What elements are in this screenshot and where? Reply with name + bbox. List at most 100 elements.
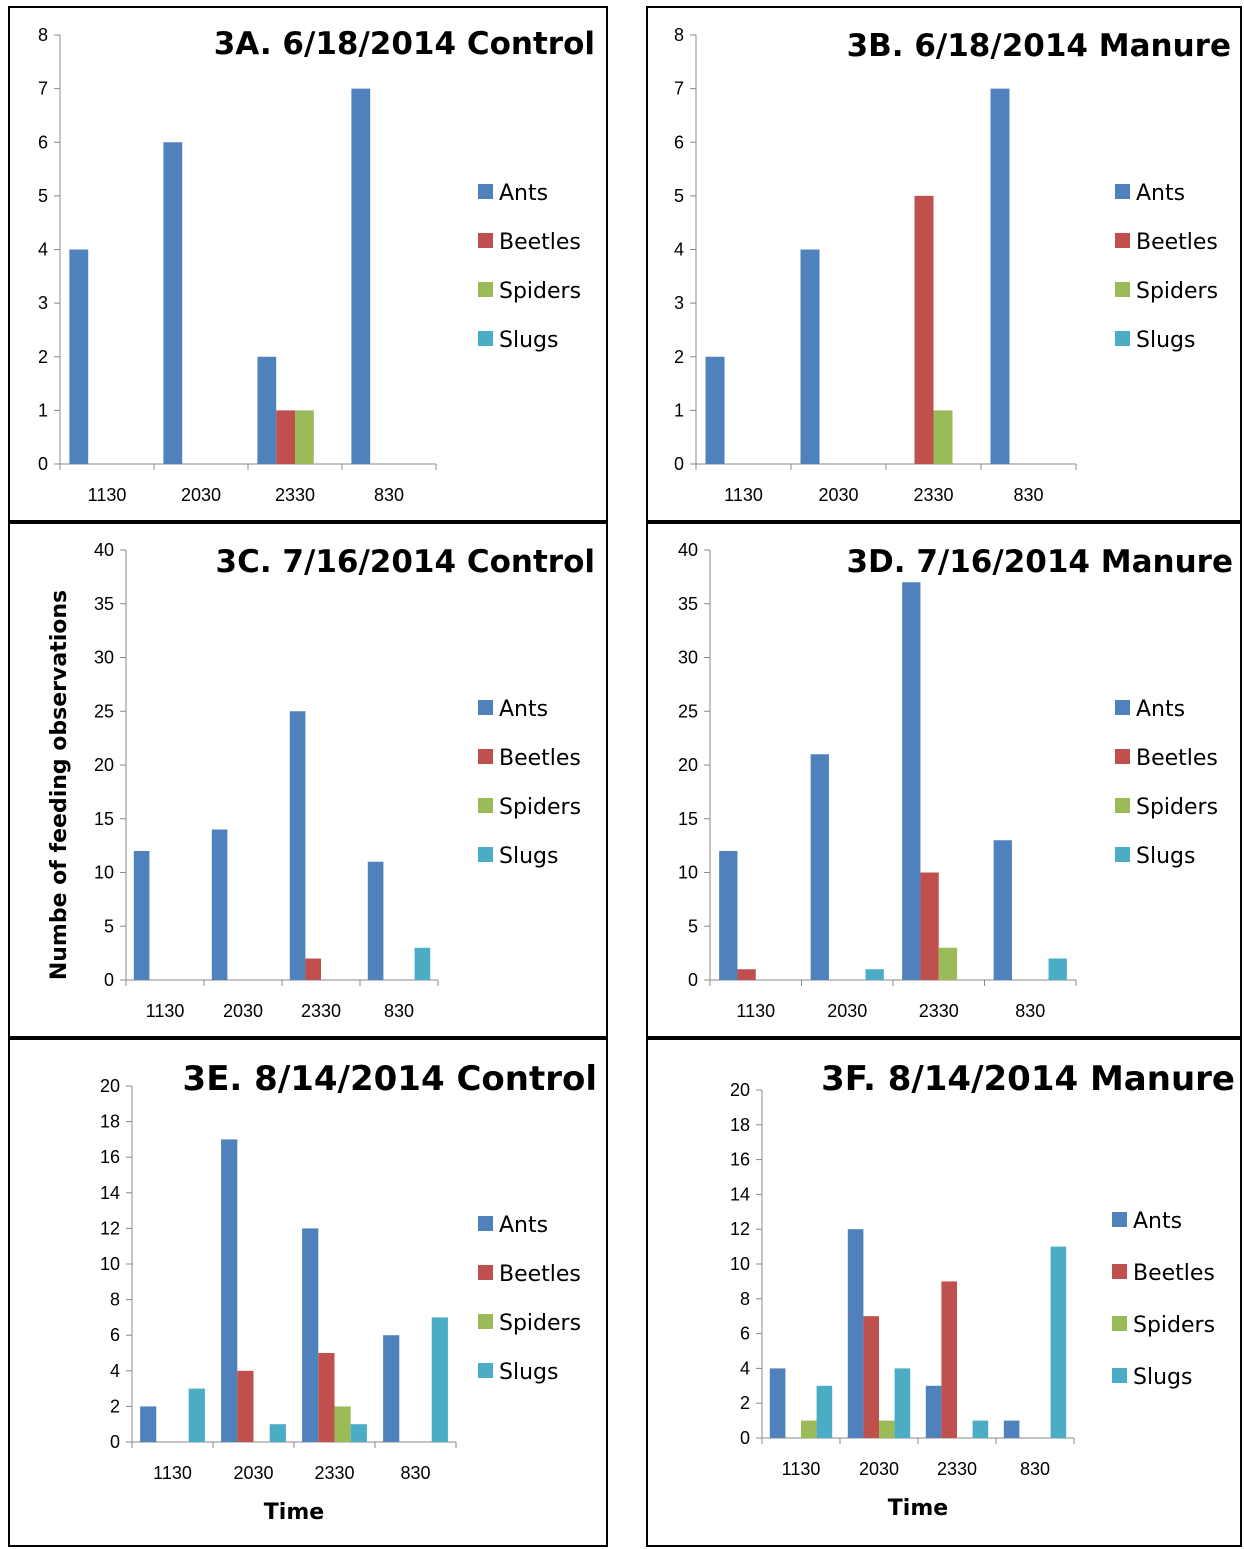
legend-label-ants: Ants [1136, 181, 1185, 206]
y-tick-label: 5 [674, 186, 684, 206]
y-tick-label: 4 [110, 1361, 120, 1381]
bar-slugs-2030 [269, 1424, 286, 1442]
legend-label-spiders: Spiders [499, 279, 581, 304]
y-tick-label: 8 [674, 25, 684, 45]
y-tick-label: 6 [38, 132, 48, 152]
legend-swatch-slugs [478, 331, 493, 346]
y-tick-label: 12 [100, 1218, 120, 1238]
x-tick-label: 2030 [827, 1001, 867, 1021]
legend-swatch-beetles [478, 749, 493, 764]
x-tick-label: 1130 [146, 1001, 185, 1021]
legend-label-spiders: Spiders [499, 795, 581, 820]
x-tick-label: 830 [374, 485, 404, 505]
legend-swatch-ants [1112, 1212, 1127, 1227]
bar-beetles-2030 [237, 1370, 254, 1442]
legend-swatch-ants [1115, 700, 1130, 715]
legend-swatch-beetles [1115, 749, 1130, 764]
x-tick-label: 1130 [724, 485, 763, 505]
legend-swatch-slugs [1115, 847, 1130, 862]
chart-title: 3D. 7/16/2014 Manure [846, 544, 1233, 580]
chart-title: 3B. 6/18/2014 Manure [847, 28, 1231, 64]
y-tick-label: 30 [94, 648, 114, 668]
bar-beetles-2330 [276, 410, 295, 464]
y-tick-label: 4 [740, 1358, 750, 1378]
x-tick-label: 2330 [919, 1001, 959, 1021]
y-tick-label: 10 [678, 863, 698, 883]
y-tick-label: 2 [740, 1393, 750, 1413]
bar-beetles-2030 [863, 1316, 879, 1438]
legend-label-spiders: Spiders [1133, 1313, 1215, 1338]
x-tick-label: 2330 [314, 1463, 354, 1483]
chart-svg-3f: 3F. 8/14/2014 Manure 0 2 4 6 8 10 12 14 16 18 20 113… [730, 1059, 1235, 1521]
chart-panel-3d: 3D. 7/16/2014 Manure 0 5 10 15 20 25 30 35 40 1130… [646, 522, 1242, 1038]
chart-panel-3c: 3C. 7/16/2014 Control 0 5 10 15 20 25 30 35 40 113… [8, 522, 608, 1038]
y-tick-label: 20 [730, 1080, 750, 1100]
y-tick-label: 6 [110, 1325, 120, 1345]
y-tick-label: 5 [38, 186, 48, 206]
y-tick-label: 4 [674, 240, 684, 260]
x-tick-label: 2330 [937, 1459, 977, 1479]
y-tick-label: 10 [730, 1254, 750, 1274]
bar-ants-2030 [810, 754, 829, 980]
bar-spiders-2330 [334, 1406, 351, 1442]
y-tick-label: 0 [104, 970, 114, 990]
legend-label-slugs: Slugs [499, 328, 558, 353]
bar-slugs-830 [414, 947, 431, 980]
legend-swatch-ants [478, 1216, 493, 1231]
chart-title: 3C. 7/16/2014 Control [216, 544, 595, 580]
x-tick-label: 2030 [859, 1459, 899, 1479]
y-tick-label: 18 [730, 1115, 750, 1135]
y-tick-label: 16 [730, 1150, 750, 1170]
x-tick-label: 830 [384, 1001, 414, 1021]
bar-spiders-2330 [295, 410, 314, 464]
bar-slugs-830 [1048, 958, 1067, 980]
legend-label-beetles: Beetles [1133, 1261, 1215, 1286]
bar-ants-1130 [719, 851, 738, 980]
legend-swatch-spiders [478, 282, 493, 297]
y-tick-label: 7 [38, 79, 48, 99]
bar-ants-2330 [302, 1228, 319, 1442]
bar-ants-2330 [925, 1385, 942, 1438]
legend-label-slugs: Slugs [499, 1360, 558, 1385]
chart-title: 3E. 8/14/2014 Control [183, 1059, 597, 1099]
bar-ants-830 [351, 88, 371, 464]
legend-label-ants: Ants [499, 181, 548, 206]
y-tick-label: 0 [740, 1428, 750, 1448]
bar-spiders-2330 [933, 410, 953, 464]
x-tick-label: 1130 [153, 1463, 192, 1483]
bar-ants-2030 [211, 829, 228, 980]
legend-label-ants: Ants [499, 1213, 548, 1238]
chart-panel-3e: 3E. 8/14/2014 Control 0 2 4 6 8 10 12 14 16 18 20 11… [8, 1038, 608, 1547]
x-tick-label: 830 [1013, 485, 1043, 505]
bar-slugs-2030 [894, 1368, 911, 1438]
legend-swatch-beetles [1112, 1264, 1127, 1279]
y-tick-label: 18 [100, 1112, 120, 1132]
x-tick-label: 2030 [181, 485, 221, 505]
y-tick-label: 16 [100, 1147, 120, 1167]
y-tick-label: 14 [730, 1184, 750, 1204]
bar-ants-830 [990, 88, 1010, 464]
bar-ants-2330 [257, 356, 277, 464]
legend-swatch-slugs [478, 847, 493, 862]
bar-ants-2330 [289, 711, 306, 980]
x-tick-label: 830 [1020, 1459, 1050, 1479]
y-tick-label: 5 [104, 916, 114, 936]
y-tick-label: 8 [38, 25, 48, 45]
chart-panel-3a: 3A. 6/18/2014 Control 0 1 2 3 4 5 6 7 8 1130 2030 23… [8, 6, 608, 522]
bar-spiders-2030 [879, 1420, 895, 1438]
bar-ants-2330 [902, 582, 921, 980]
legend-label-spiders: Spiders [1136, 795, 1218, 820]
legend-swatch-ants [478, 700, 493, 715]
x-tick-label: 2030 [233, 1463, 273, 1483]
y-axis-title: Numbe of feeding observations [47, 590, 72, 980]
bar-ants-830 [1003, 1420, 1020, 1438]
x-tick-label: 1130 [782, 1459, 821, 1479]
chart-svg-3a: 3A. 6/18/2014 Control 0 1 2 3 4 5 6 7 8 1130 2030 23… [38, 25, 595, 505]
y-tick-label: 2 [674, 347, 684, 367]
legend-label-beetles: Beetles [1136, 230, 1218, 255]
legend-label-slugs: Slugs [1136, 328, 1195, 353]
legend-swatch-beetles [1115, 233, 1130, 248]
bar-ants-2030 [847, 1229, 864, 1438]
legend-label-spiders: Spiders [499, 1311, 581, 1336]
chart-svg-3c: 3C. 7/16/2014 Control 0 5 10 15 20 25 30 35 40 113… [47, 540, 595, 1021]
